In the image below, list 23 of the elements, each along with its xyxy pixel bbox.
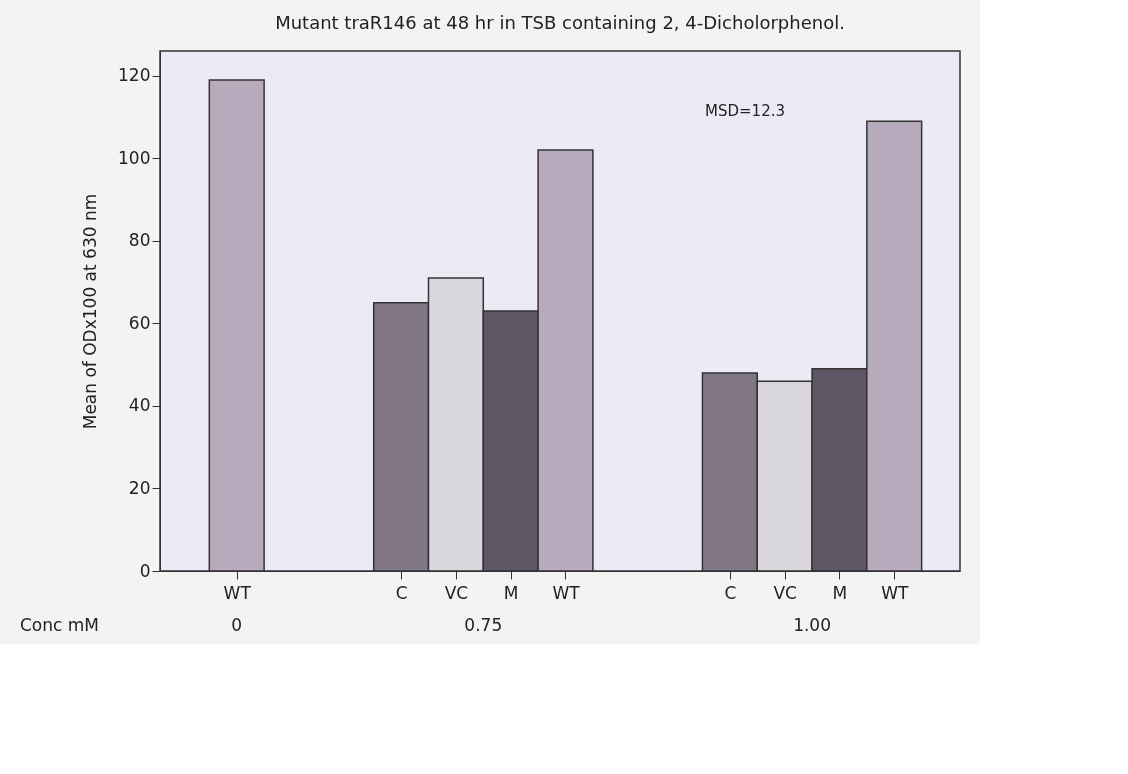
- x-tick-label: M: [503, 582, 519, 603]
- x-tick-label: VC: [773, 582, 797, 603]
- chart-title: Mutant traR146 at 48 hr in TSB containing 2, 4-Dicholorphenol.: [275, 12, 845, 33]
- x-tick-label: VC: [444, 582, 469, 603]
- annotation: MSD=12.3: [705, 102, 785, 120]
- y-tick-label: 60: [128, 312, 151, 333]
- y-tick-label: 20: [128, 477, 151, 498]
- x-tick-label: WT: [881, 582, 909, 603]
- x-tick-label: C: [395, 582, 408, 603]
- y-tick-label: 100: [118, 147, 151, 168]
- x-tick-label: WT: [552, 582, 581, 603]
- y-tick-label: 0: [139, 560, 151, 581]
- x-tick-label: WT: [223, 582, 252, 603]
- x-tick-label: C: [724, 582, 737, 603]
- text: 0: [231, 615, 243, 635]
- y-tick-label: 80: [128, 230, 151, 251]
- x-tick-label: M: [832, 582, 848, 603]
- y-tick-label: 40: [128, 395, 151, 416]
- y-axis-title: Mean of ODx100 at 630 nm: [80, 193, 101, 430]
- y-tick-label: 120: [118, 65, 151, 86]
- text: 1.00: [793, 615, 831, 635]
- x-axis-title: Conc mM: [20, 615, 100, 635]
- text: 0.75: [464, 615, 503, 635]
